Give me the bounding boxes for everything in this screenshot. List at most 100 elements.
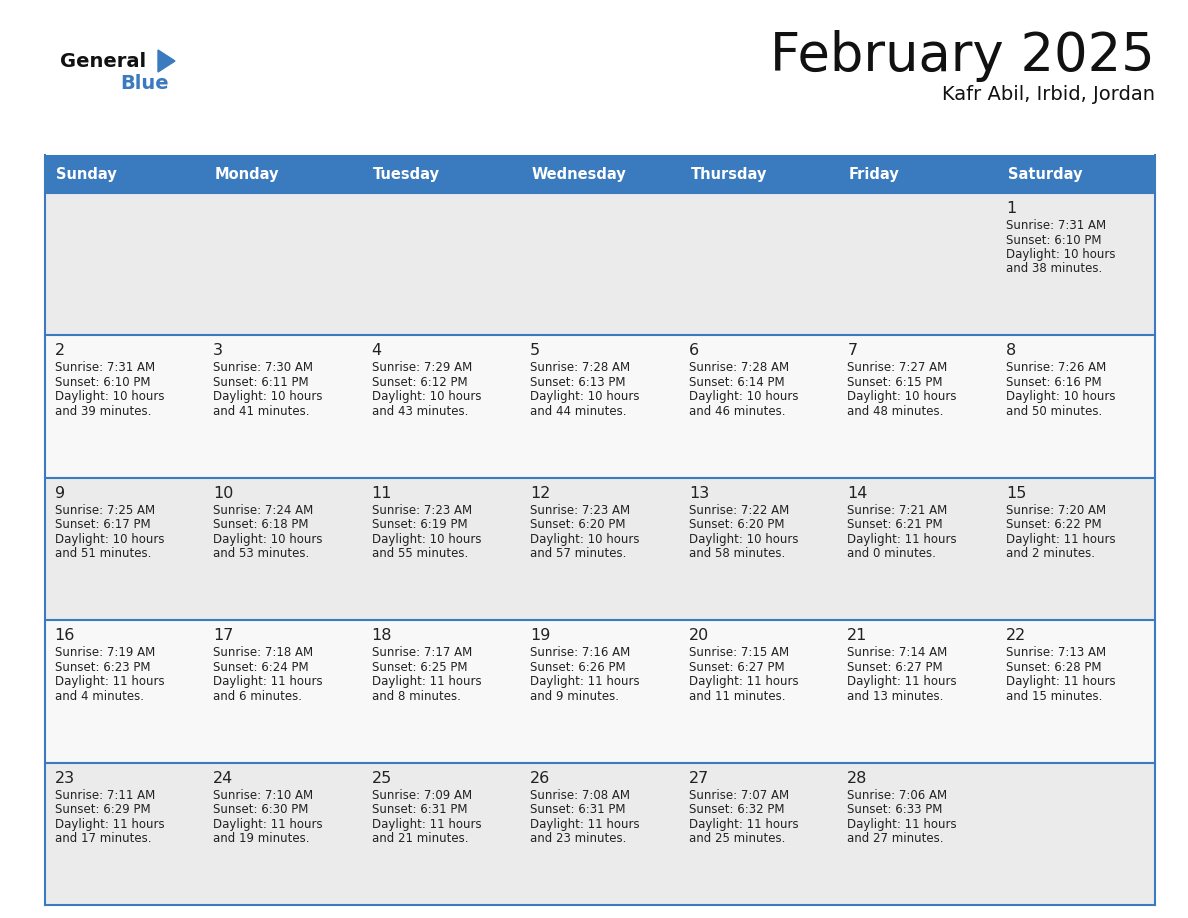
Bar [45, 193, 203, 335]
Text: Daylight: 10 hours: Daylight: 10 hours [847, 390, 956, 403]
Text: Sunrise: 7:27 AM: Sunrise: 7:27 AM [847, 362, 948, 375]
Text: Sunset: 6:19 PM: Sunset: 6:19 PM [372, 519, 467, 532]
Bar [362, 155, 520, 193]
Bar [362, 477, 520, 621]
Text: 17: 17 [213, 628, 234, 644]
Text: Sunrise: 7:20 AM: Sunrise: 7:20 AM [1006, 504, 1106, 517]
Text: Daylight: 10 hours: Daylight: 10 hours [530, 532, 639, 546]
Text: Sunrise: 7:25 AM: Sunrise: 7:25 AM [55, 504, 154, 517]
Text: 23: 23 [55, 770, 75, 786]
Text: Sunset: 6:24 PM: Sunset: 6:24 PM [213, 661, 309, 674]
Text: Friday: Friday [849, 166, 899, 182]
Text: and 38 minutes.: and 38 minutes. [1006, 263, 1102, 275]
Text: 21: 21 [847, 628, 867, 644]
Text: 4: 4 [372, 343, 381, 358]
Bar [997, 193, 1155, 335]
Text: Sunset: 6:22 PM: Sunset: 6:22 PM [1006, 519, 1101, 532]
Bar [838, 763, 997, 905]
Bar [520, 155, 680, 193]
Text: Daylight: 11 hours: Daylight: 11 hours [847, 676, 958, 688]
Text: 6: 6 [689, 343, 699, 358]
Text: Sunrise: 7:09 AM: Sunrise: 7:09 AM [372, 789, 472, 801]
Text: 7: 7 [847, 343, 858, 358]
Text: 25: 25 [372, 770, 392, 786]
Text: Sunset: 6:16 PM: Sunset: 6:16 PM [1006, 375, 1101, 389]
Text: 16: 16 [55, 628, 75, 644]
Text: 20: 20 [689, 628, 709, 644]
Text: Kafr Abil, Irbid, Jordan: Kafr Abil, Irbid, Jordan [942, 85, 1155, 104]
Text: and 2 minutes.: and 2 minutes. [1006, 547, 1095, 560]
Text: 12: 12 [530, 486, 550, 501]
Text: Daylight: 10 hours: Daylight: 10 hours [55, 390, 164, 403]
Bar [680, 155, 838, 193]
Bar [680, 335, 838, 477]
Text: Sunrise: 7:18 AM: Sunrise: 7:18 AM [213, 646, 314, 659]
Text: and 27 minutes.: and 27 minutes. [847, 832, 944, 845]
Text: Sunrise: 7:14 AM: Sunrise: 7:14 AM [847, 646, 948, 659]
Text: and 57 minutes.: and 57 minutes. [530, 547, 626, 560]
Text: and 23 minutes.: and 23 minutes. [530, 832, 626, 845]
Text: Daylight: 10 hours: Daylight: 10 hours [372, 390, 481, 403]
Text: Sunset: 6:27 PM: Sunset: 6:27 PM [847, 661, 943, 674]
Text: and 58 minutes.: and 58 minutes. [689, 547, 785, 560]
Bar [520, 621, 680, 763]
Bar [838, 477, 997, 621]
Text: Sunrise: 7:24 AM: Sunrise: 7:24 AM [213, 504, 314, 517]
Text: 13: 13 [689, 486, 709, 501]
Text: Sunrise: 7:07 AM: Sunrise: 7:07 AM [689, 789, 789, 801]
Text: and 13 minutes.: and 13 minutes. [847, 689, 943, 702]
Bar [45, 335, 203, 477]
Text: and 21 minutes.: and 21 minutes. [372, 832, 468, 845]
Bar [45, 155, 203, 193]
Text: Daylight: 11 hours: Daylight: 11 hours [213, 676, 323, 688]
Text: Sunrise: 7:29 AM: Sunrise: 7:29 AM [372, 362, 472, 375]
Bar [838, 335, 997, 477]
Text: Blue: Blue [120, 74, 169, 93]
Bar [203, 155, 362, 193]
Bar [203, 193, 362, 335]
Text: Sunset: 6:32 PM: Sunset: 6:32 PM [689, 803, 784, 816]
Text: 14: 14 [847, 486, 867, 501]
Text: Sunset: 6:15 PM: Sunset: 6:15 PM [847, 375, 943, 389]
Text: 2: 2 [55, 343, 64, 358]
Text: 5: 5 [530, 343, 541, 358]
Bar [203, 621, 362, 763]
Bar [520, 193, 680, 335]
Bar [362, 193, 520, 335]
Text: and 17 minutes.: and 17 minutes. [55, 832, 151, 845]
Text: Daylight: 11 hours: Daylight: 11 hours [530, 818, 640, 831]
Text: Sunrise: 7:08 AM: Sunrise: 7:08 AM [530, 789, 630, 801]
Text: and 41 minutes.: and 41 minutes. [213, 405, 310, 418]
Text: Sunset: 6:31 PM: Sunset: 6:31 PM [530, 803, 626, 816]
Bar [203, 477, 362, 621]
Text: 9: 9 [55, 486, 64, 501]
Text: Sunrise: 7:28 AM: Sunrise: 7:28 AM [689, 362, 789, 375]
Bar [997, 763, 1155, 905]
Text: and 8 minutes.: and 8 minutes. [372, 689, 461, 702]
Text: Sunrise: 7:10 AM: Sunrise: 7:10 AM [213, 789, 314, 801]
Bar [997, 621, 1155, 763]
Text: Daylight: 11 hours: Daylight: 11 hours [1006, 676, 1116, 688]
Text: 1: 1 [1006, 201, 1016, 216]
Text: Sunrise: 7:23 AM: Sunrise: 7:23 AM [530, 504, 631, 517]
Text: Daylight: 10 hours: Daylight: 10 hours [55, 532, 164, 546]
Text: Daylight: 10 hours: Daylight: 10 hours [213, 532, 323, 546]
Bar [45, 477, 203, 621]
Text: and 48 minutes.: and 48 minutes. [847, 405, 943, 418]
Text: Sunset: 6:31 PM: Sunset: 6:31 PM [372, 803, 467, 816]
Text: Sunrise: 7:28 AM: Sunrise: 7:28 AM [530, 362, 631, 375]
Text: Daylight: 10 hours: Daylight: 10 hours [689, 532, 798, 546]
Text: and 11 minutes.: and 11 minutes. [689, 689, 785, 702]
Text: and 50 minutes.: and 50 minutes. [1006, 405, 1102, 418]
Bar [203, 763, 362, 905]
Text: Sunrise: 7:17 AM: Sunrise: 7:17 AM [372, 646, 472, 659]
Bar [680, 193, 838, 335]
Text: Sunrise: 7:11 AM: Sunrise: 7:11 AM [55, 789, 154, 801]
Text: Daylight: 11 hours: Daylight: 11 hours [847, 532, 958, 546]
Text: Tuesday: Tuesday [373, 166, 441, 182]
Text: and 46 minutes.: and 46 minutes. [689, 405, 785, 418]
Text: Sunset: 6:13 PM: Sunset: 6:13 PM [530, 375, 626, 389]
Text: 3: 3 [213, 343, 223, 358]
Text: Daylight: 11 hours: Daylight: 11 hours [689, 818, 798, 831]
Text: Sunrise: 7:31 AM: Sunrise: 7:31 AM [1006, 219, 1106, 232]
